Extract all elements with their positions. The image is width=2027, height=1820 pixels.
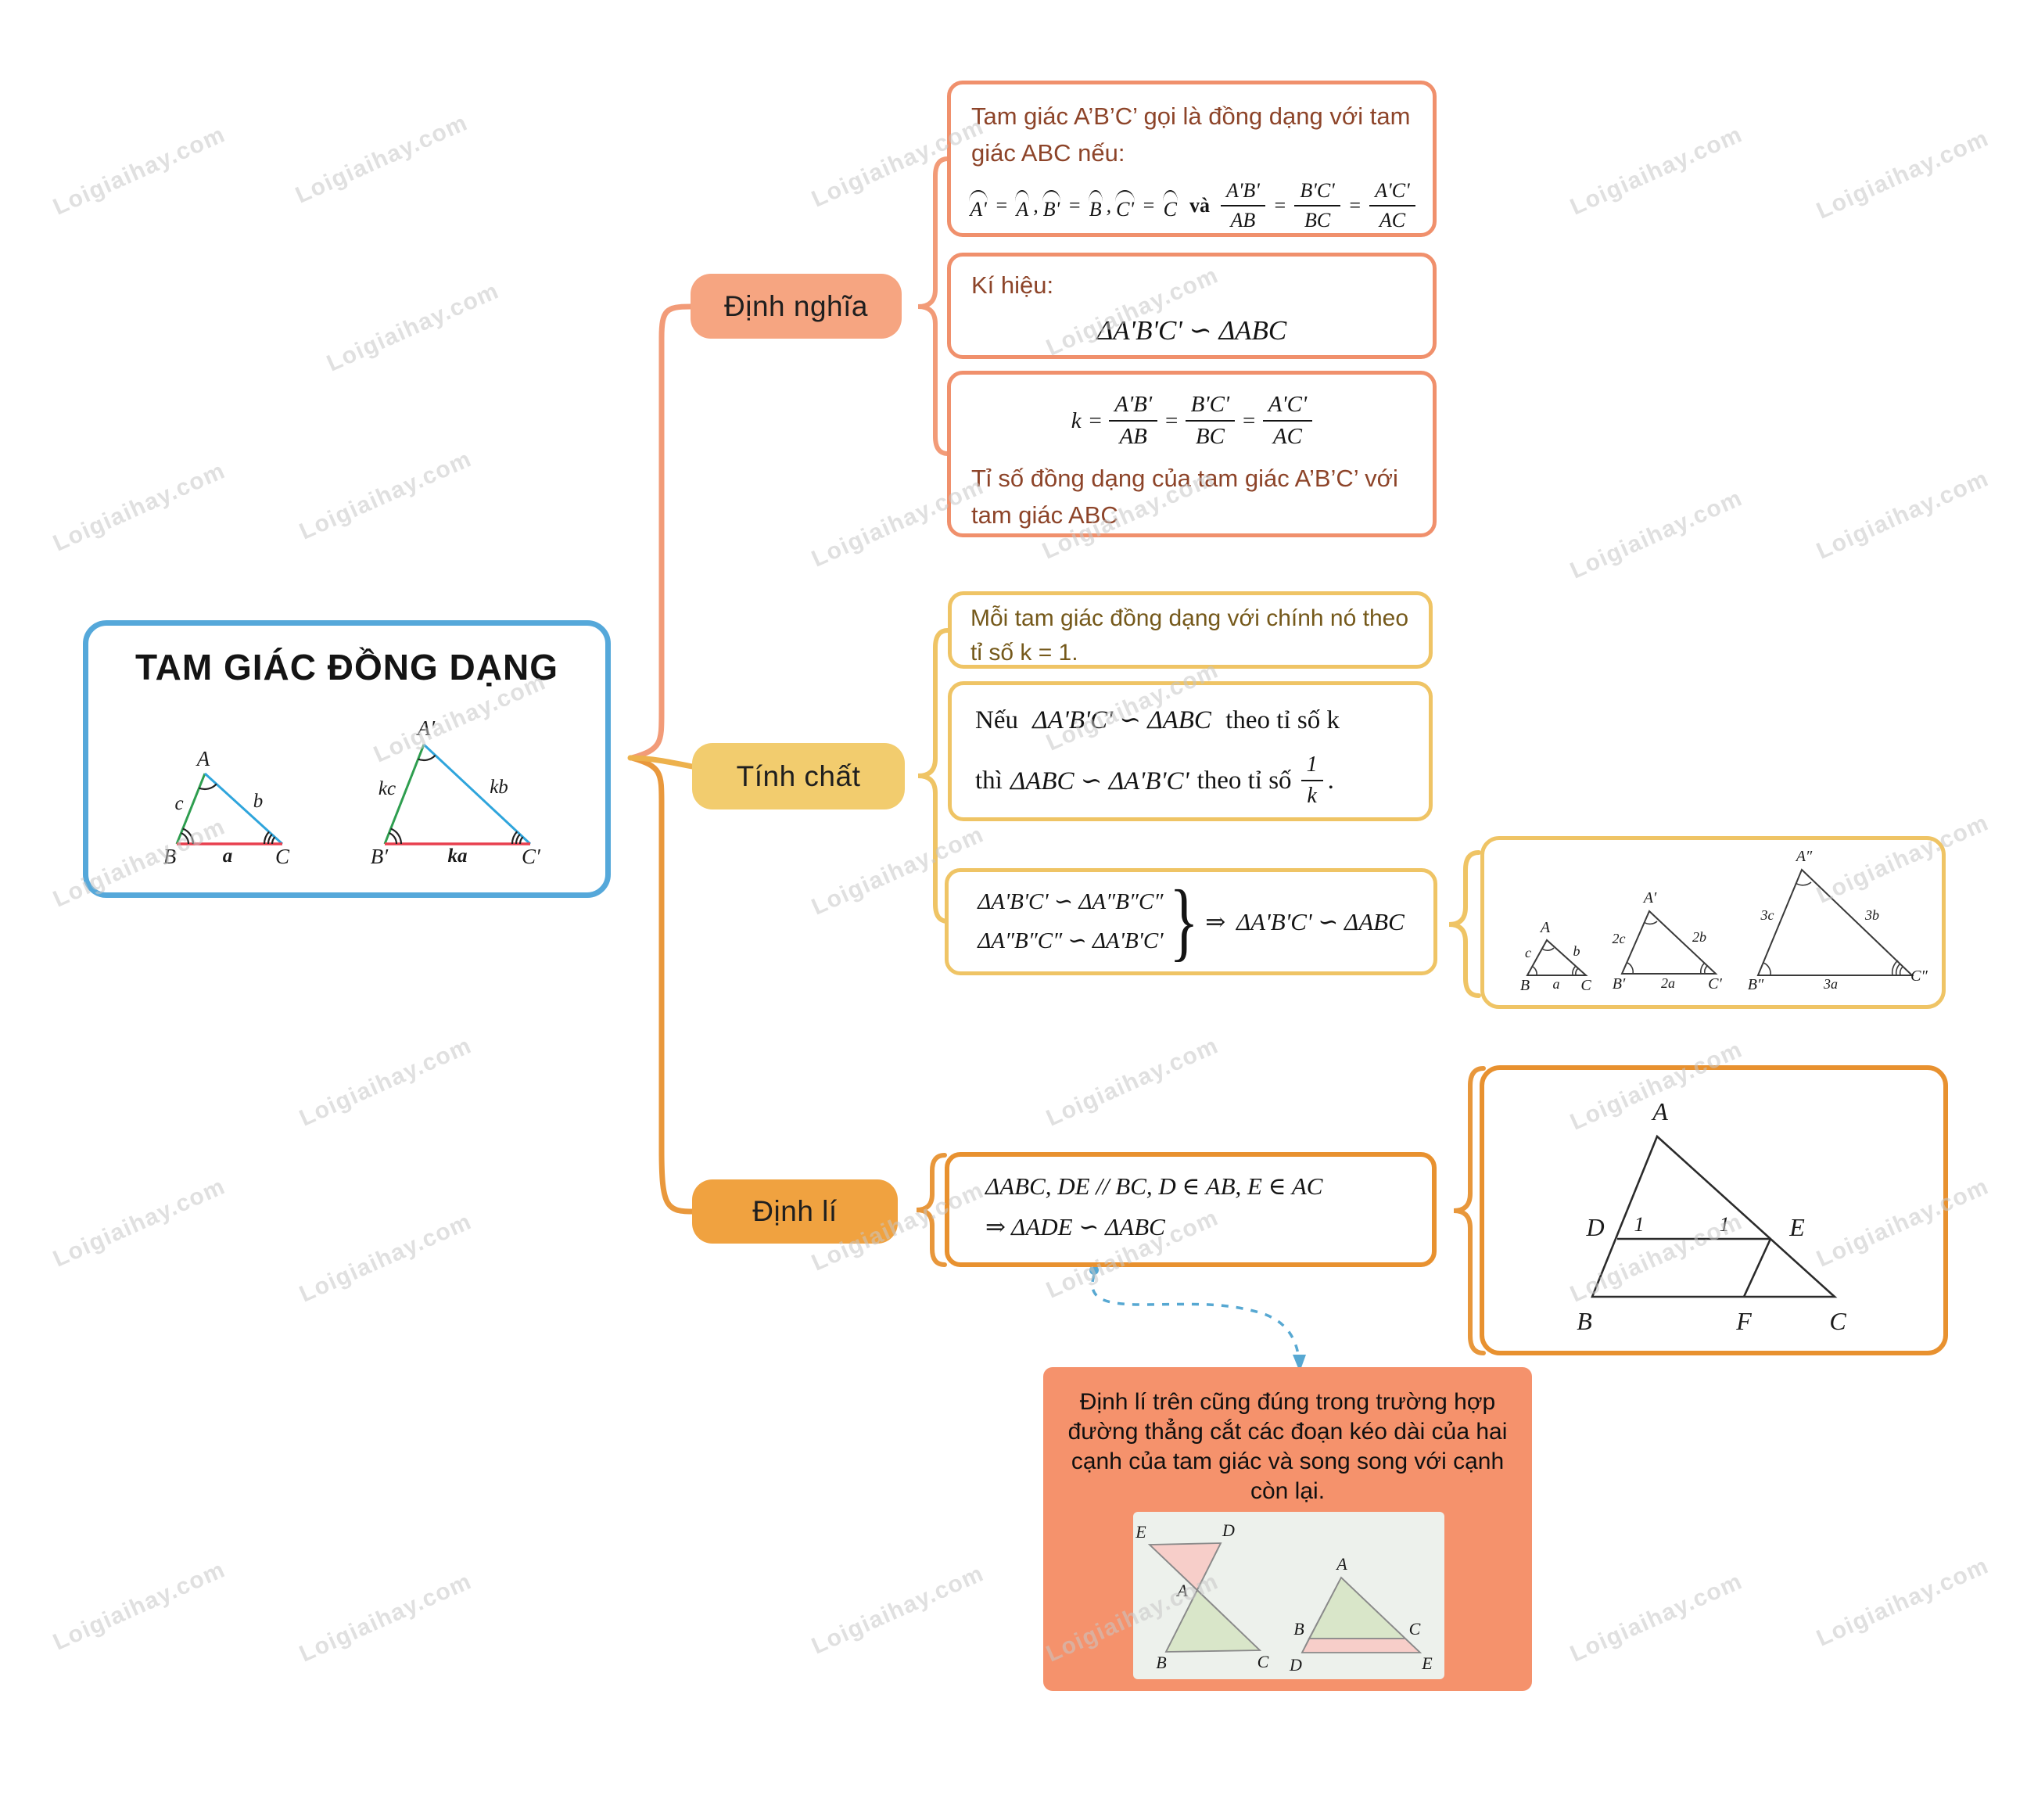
- note-arrow-head: [1293, 1355, 1306, 1372]
- svg-text:E: E: [1421, 1653, 1433, 1673]
- branch-label-property: Tính chất: [692, 743, 905, 809]
- svg-text:C′: C′: [522, 845, 541, 868]
- svg-text:B′: B′: [371, 845, 389, 868]
- theorem-figure: A D 1 1 E B F C: [1577, 1097, 1846, 1335]
- svg-text:E: E: [1135, 1522, 1146, 1542]
- svg-text:c: c: [1525, 945, 1531, 960]
- property-inverse-line1: Nếu ΔA'B'C' ∽ ΔABC theo tỉ số k: [975, 706, 1340, 734]
- property-figure: A B C c b a A′ B′ C′ 2c 2b 2a A″: [1520, 848, 1928, 994]
- svg-text:D: D: [1585, 1213, 1604, 1241]
- transitive-conclusion: ⇒ ΔA'B'C' ∽ ΔABC: [1205, 907, 1405, 935]
- property-box-identity: Mỗi tam giác đồng dạng với chính nó theo…: [948, 591, 1433, 669]
- svg-text:2a: 2a: [1661, 975, 1675, 991]
- svg-text:B: B: [163, 845, 177, 868]
- note-arrow-start-dot: [1089, 1265, 1099, 1275]
- svg-text:B: B: [1520, 977, 1530, 994]
- definition-box-notation: Kí hiệu: ΔA'B'C' ∽ ΔABC: [947, 253, 1437, 359]
- brace-property: [917, 628, 950, 924]
- definition-intro-text: Tam giác A’B’C’ gọi là đồng dạng với tam…: [971, 102, 1411, 167]
- brace-property-figure: [1448, 850, 1481, 998]
- svg-text:C: C: [1257, 1652, 1269, 1671]
- definition-box-ratio: k = A'B' AB = B'C' BC = A'C' AC Tỉ số đồng …: [947, 371, 1437, 537]
- branch-label-definition: Định nghĩa: [691, 274, 902, 339]
- svg-text:A: A: [1335, 1554, 1347, 1574]
- branch-label-definition-text: Định nghĩa: [724, 289, 868, 322]
- theorem-line1: ΔABC, DE // BC, D ∈ AB, E ∈ AC: [985, 1172, 1323, 1200]
- svg-text:b: b: [1573, 943, 1580, 959]
- svg-text:2c: 2c: [1613, 931, 1626, 946]
- property-box-inverse: Nếu ΔA'B'C' ∽ ΔABC theo tỉ số k thì ΔABC…: [948, 681, 1433, 821]
- transitive-premises: ΔA'B'C' ∽ ΔA″B″C″ ΔA″B″C″ ∽ ΔA'B'C': [978, 889, 1164, 953]
- theorem-note-box: Định lí trên cũng đúng trong trường hợp …: [1043, 1367, 1532, 1691]
- svg-text:F: F: [1735, 1307, 1752, 1335]
- svg-text:2b: 2b: [1692, 929, 1706, 945]
- svg-text:b: b: [253, 791, 264, 812]
- brace-definition: [917, 156, 950, 456]
- brace-theorem: [916, 1153, 947, 1267]
- note-dashed-arrow: [1091, 1274, 1301, 1360]
- svg-text:D: D: [1222, 1520, 1235, 1540]
- svg-text:3b: 3b: [1864, 907, 1879, 923]
- svg-text:C: C: [1829, 1307, 1846, 1335]
- svg-text:3c: 3c: [1760, 907, 1774, 923]
- svg-text:a: a: [223, 845, 233, 867]
- property-identity-text: Mỗi tam giác đồng dạng với chính nó theo…: [970, 605, 1409, 666]
- svg-text:1: 1: [1634, 1213, 1645, 1236]
- page-title: TAM GIÁC ĐỒNG DẠNG: [135, 647, 558, 687]
- branch-curve-definition: [629, 303, 694, 761]
- svg-text:A: A: [1651, 1097, 1668, 1125]
- notation-title: Kí hiệu:: [971, 271, 1054, 299]
- branch-label-property-text: Tính chất: [736, 759, 861, 792]
- svg-text:A″: A″: [1795, 848, 1813, 865]
- svg-text:kb: kb: [490, 777, 508, 798]
- branch-curve-property: [627, 755, 695, 770]
- svg-text:A′: A′: [416, 716, 436, 740]
- notation-formula: ΔA'B'C' ∽ ΔABC: [1096, 314, 1287, 346]
- svg-text:A′: A′: [1642, 889, 1657, 906]
- svg-text:ka: ka: [448, 845, 468, 867]
- svg-text:B″: B″: [1748, 976, 1764, 993]
- branch-curve-theorem: [629, 755, 695, 1215]
- svg-text:a: a: [1553, 976, 1560, 992]
- svg-text:kc: kc: [378, 778, 396, 799]
- theorem-note-figure: E D A B C A B C D E: [1133, 1512, 1444, 1679]
- svg-text:1: 1: [1720, 1213, 1730, 1236]
- svg-text:C: C: [1409, 1619, 1421, 1639]
- svg-text:A: A: [196, 747, 210, 770]
- svg-text:c: c: [174, 793, 183, 814]
- svg-text:A: A: [1175, 1581, 1188, 1600]
- branch-label-theorem: Định lí: [692, 1179, 898, 1244]
- main-topic-figure: A B C c b a A′ B′ C′ kc kb ka: [163, 716, 541, 868]
- theorem-figure-box: A D 1 1 E B F C: [1480, 1065, 1948, 1355]
- svg-text:3a: 3a: [1823, 976, 1838, 992]
- svg-text:C′: C′: [1708, 975, 1722, 993]
- svg-text:D: D: [1289, 1655, 1302, 1675]
- definition-condition-formula: A' = A, B' = B, C' = C và A'B' AB = B'C' BC = A'…: [969, 179, 1415, 232]
- ratio-caption: Tỉ số đồng dạng của tam giác A’B’C’ với …: [971, 465, 1398, 529]
- transitive-brace: }: [1169, 872, 1200, 970]
- ratio-formula: k = A'B' AB = B'C' BC = A'C' AC: [971, 392, 1412, 450]
- property-box-transitive: ΔA'B'C' ∽ ΔA″B″C″ ΔA″B″C″ ∽ ΔA'B'C' } ⇒ …: [945, 868, 1437, 975]
- svg-text:B: B: [1577, 1307, 1592, 1335]
- svg-text:C: C: [1580, 977, 1591, 994]
- svg-text:C″: C″: [1910, 967, 1928, 985]
- theorem-box-statement: ΔABC, DE // BC, D ∈ AB, E ∈ AC ⇒ ΔADE ∽ …: [945, 1152, 1437, 1267]
- svg-text:B′: B′: [1613, 975, 1626, 993]
- brace-theorem-figure: [1453, 1066, 1486, 1355]
- svg-text:C: C: [275, 845, 290, 868]
- property-figure-box: A B C c b a A′ B′ C′ 2c 2b 2a A″: [1480, 836, 1946, 1009]
- svg-text:B: B: [1293, 1619, 1304, 1639]
- theorem-note-text: Định lí trên cũng đúng trong trường hợp …: [1067, 1389, 1508, 1505]
- svg-text:A: A: [1539, 919, 1551, 936]
- definition-box-condition: Tam giác A’B’C’ gọi là đồng dạng với tam…: [947, 81, 1437, 237]
- svg-text:E: E: [1788, 1213, 1805, 1241]
- svg-text:B: B: [1156, 1653, 1166, 1672]
- main-topic-box: TAM GIÁC ĐỒNG DẠNG A B C c b a: [83, 620, 611, 898]
- theorem-line2: ⇒ ΔADE ∽ ΔABC: [985, 1213, 1165, 1240]
- branch-label-theorem-text: Định lí: [752, 1195, 838, 1227]
